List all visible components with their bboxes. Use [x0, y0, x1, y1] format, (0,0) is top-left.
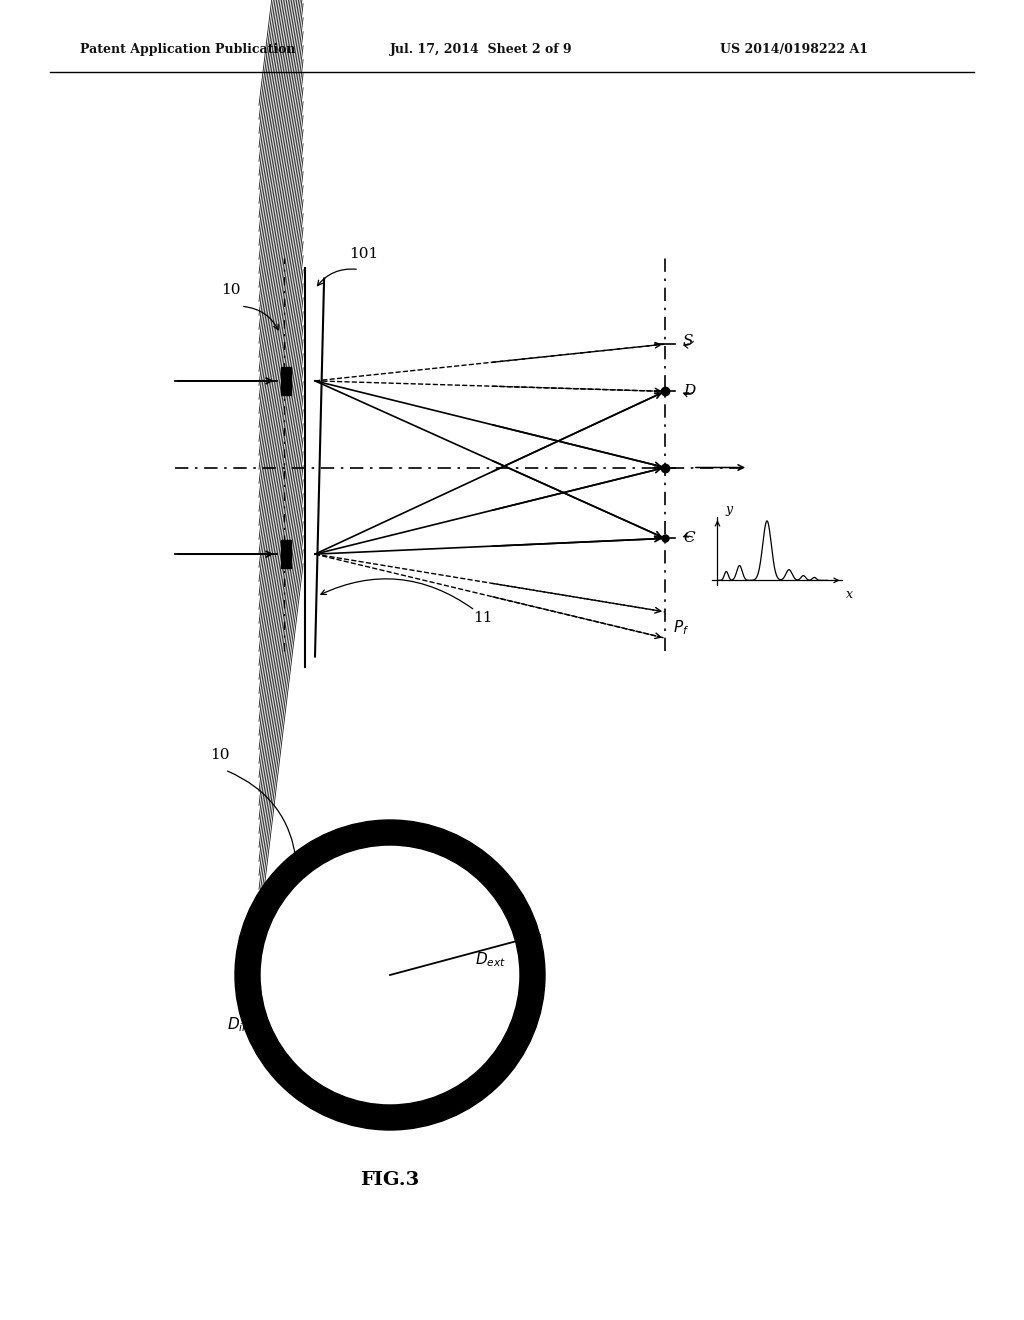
Text: Jul. 17, 2014  Sheet 2 of 9: Jul. 17, 2014 Sheet 2 of 9: [390, 44, 572, 57]
Text: $P_f$: $P_f$: [673, 618, 689, 636]
Bar: [281, 540, 291, 568]
Bar: [281, 367, 291, 395]
Text: Patent Application Publication: Patent Application Publication: [80, 44, 296, 57]
Text: 10: 10: [221, 284, 241, 297]
Text: C: C: [683, 532, 694, 545]
Text: $D_{ext}$: $D_{ext}$: [475, 950, 506, 969]
Text: 11: 11: [473, 611, 493, 626]
Text: y: y: [725, 503, 732, 516]
Text: US 2014/0198222 A1: US 2014/0198222 A1: [720, 44, 868, 57]
Text: FIG.3: FIG.3: [360, 1171, 420, 1189]
Text: D: D: [683, 384, 695, 399]
Text: x: x: [846, 589, 853, 602]
Text: 10: 10: [210, 748, 229, 762]
Text: 101: 101: [349, 247, 379, 260]
Circle shape: [260, 845, 520, 1105]
Text: S: S: [683, 334, 693, 348]
Text: $D_{int}$: $D_{int}$: [227, 1015, 255, 1035]
Circle shape: [234, 820, 545, 1130]
